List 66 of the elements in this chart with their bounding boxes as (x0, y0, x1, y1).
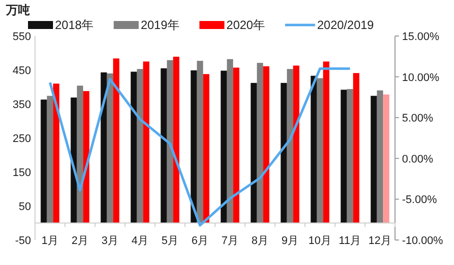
bar (76, 86, 84, 223)
bar (353, 73, 360, 223)
bar (100, 72, 107, 223)
bar (46, 96, 54, 223)
bar (130, 72, 137, 223)
bar (286, 68, 294, 223)
bar (143, 62, 150, 223)
bar (310, 76, 317, 223)
y2-tick-label: -10.00% (402, 235, 444, 247)
y-tick-label: 150 (12, 167, 31, 179)
legend-label: 2020年 (226, 18, 266, 32)
x-tick-label: 10月 (308, 235, 332, 247)
bar (136, 68, 144, 223)
x-tick-label: 8月 (251, 235, 269, 247)
bar (376, 90, 384, 223)
bar (293, 66, 300, 223)
bar (316, 78, 324, 223)
y2-tick-label: -5.00% (402, 194, 438, 206)
bar (190, 70, 197, 223)
legend-label: 2018年 (55, 18, 94, 32)
bar (220, 70, 227, 223)
bar (233, 68, 240, 223)
bar (196, 60, 204, 223)
x-tick-label: 6月 (191, 235, 209, 247)
bar (280, 82, 287, 223)
y2-tick-label: 0.00% (402, 153, 434, 166)
legend-label: 2019年 (140, 18, 180, 32)
bar (53, 84, 60, 223)
y-tick-label: 50 (18, 201, 31, 213)
y-tick-label: 350 (12, 99, 31, 111)
bar (340, 90, 347, 223)
x-tick-label: 4月 (131, 235, 149, 247)
x-tick-label: 9月 (281, 235, 299, 247)
bar (113, 58, 120, 223)
y-tick-label: 550 (12, 31, 31, 43)
bar (256, 62, 264, 223)
x-tick-label: 3月 (101, 235, 119, 247)
x-tick-label: 7月 (221, 235, 239, 247)
bar (173, 56, 180, 223)
bar (263, 66, 270, 223)
x-tick-label: 2月 (71, 235, 89, 247)
y2-tick-label: 15.00% (402, 31, 440, 43)
bar (40, 100, 47, 223)
x-tick-label: 11月 (338, 235, 362, 247)
y-tick-label: 450 (12, 65, 31, 77)
bar (166, 60, 174, 223)
bar (203, 74, 210, 223)
bar (370, 96, 377, 223)
x-tick-label: 12月 (368, 235, 392, 247)
y-axis-title: 万吨 (5, 3, 30, 17)
y-tick-label: -50 (15, 235, 31, 247)
bar (160, 68, 167, 223)
x-tick-label: 1月 (41, 235, 59, 247)
bar (83, 91, 90, 223)
bar (383, 94, 390, 223)
legend-label: 2020/2019 (317, 18, 374, 32)
bar (323, 62, 330, 223)
bar (226, 59, 234, 223)
bar (106, 73, 114, 223)
x-tick-label: 5月 (161, 235, 179, 247)
bar (70, 98, 77, 223)
y2-tick-label: 10.00% (402, 72, 440, 84)
bar (346, 89, 354, 223)
y2-tick-label: 5.00% (402, 112, 434, 125)
y-tick-label: 250 (12, 133, 31, 145)
bar (250, 82, 257, 223)
